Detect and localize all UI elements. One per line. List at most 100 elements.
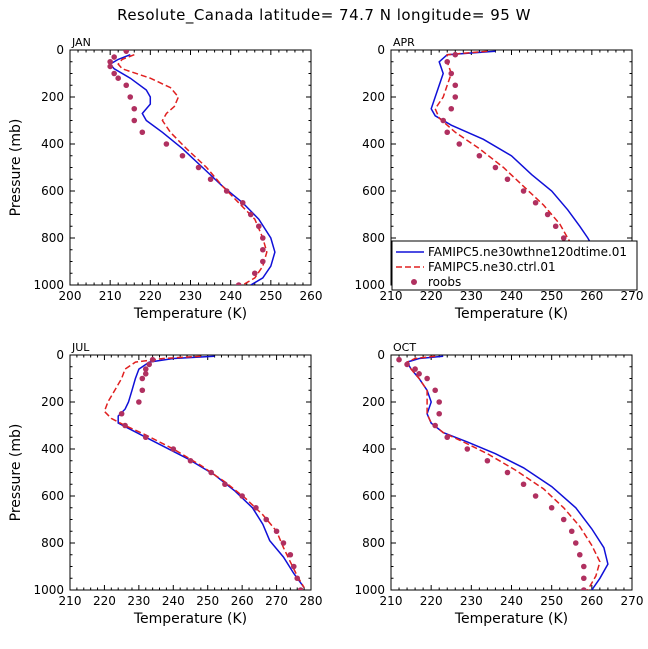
obs-point bbox=[118, 410, 125, 417]
obs-point bbox=[504, 176, 511, 183]
x-tick-label: 220 bbox=[420, 594, 443, 608]
plot-area bbox=[103, 355, 305, 590]
x-tick-label: 220 bbox=[139, 289, 162, 303]
x-tick-label: 240 bbox=[500, 594, 523, 608]
obs-point bbox=[146, 361, 152, 368]
obs-point bbox=[576, 551, 583, 558]
obs-point bbox=[532, 493, 539, 499]
obs-point bbox=[280, 540, 287, 546]
obs-point bbox=[532, 199, 539, 206]
y-axis-title: Pressure (mb) bbox=[8, 119, 24, 217]
obs-point bbox=[123, 50, 130, 54]
x-tick-label: 240 bbox=[500, 289, 523, 303]
series-line-exp bbox=[109, 54, 276, 285]
x-axis-title: Temperature (K) bbox=[133, 306, 247, 322]
obs-point bbox=[560, 235, 567, 241]
obs-point bbox=[142, 434, 149, 441]
obs-point bbox=[294, 575, 301, 582]
obs-point bbox=[131, 105, 138, 112]
obs-point bbox=[139, 387, 146, 394]
x-tick-label: 210 bbox=[99, 289, 122, 303]
obs-point bbox=[476, 152, 483, 159]
obs-point bbox=[552, 223, 559, 230]
obs-point bbox=[456, 141, 463, 147]
legend-label: roobs bbox=[428, 275, 461, 289]
y-tick-label: 400 bbox=[41, 442, 64, 456]
obs-point bbox=[260, 258, 266, 265]
obs-point bbox=[251, 270, 258, 277]
obs-point bbox=[187, 457, 194, 464]
obs-point bbox=[223, 188, 230, 194]
y-tick-label: 0 bbox=[377, 43, 385, 57]
obs-point bbox=[287, 551, 294, 558]
x-tick-label: 260 bbox=[580, 594, 603, 608]
y-tick-label: 0 bbox=[56, 43, 64, 57]
series-line-exp bbox=[117, 355, 305, 589]
obs-point bbox=[263, 516, 270, 523]
obs-point bbox=[260, 235, 266, 241]
x-tick-label: 250 bbox=[196, 594, 219, 608]
obs-point bbox=[544, 211, 551, 218]
x-tick-label: 270 bbox=[621, 594, 644, 608]
obs-point bbox=[136, 399, 142, 405]
plot-area bbox=[396, 355, 609, 590]
x-tick-label: 260 bbox=[580, 289, 603, 303]
obs-point bbox=[139, 375, 146, 382]
y-tick-label: 1000 bbox=[354, 583, 385, 597]
obs-point bbox=[448, 70, 455, 77]
obs-point bbox=[255, 223, 262, 230]
panel-jan: 200 210 220 230 240 250 260 0 200 400 600 800 1000 JA… bbox=[8, 36, 322, 322]
y-tick-label: 200 bbox=[41, 90, 64, 104]
obs-point bbox=[195, 164, 202, 171]
obs-point bbox=[115, 75, 121, 81]
obs-point bbox=[123, 82, 130, 89]
x-tick-label: 210 bbox=[59, 594, 82, 608]
obs-point bbox=[572, 540, 579, 546]
y-tick-label: 800 bbox=[362, 231, 385, 245]
y-tick-label: 600 bbox=[41, 489, 64, 503]
x-axis-title: Temperature (K) bbox=[454, 611, 568, 627]
month-label: JUL bbox=[71, 341, 90, 354]
obs-point bbox=[131, 117, 138, 124]
x-axis-title: Temperature (K) bbox=[133, 611, 247, 627]
obs-point bbox=[142, 371, 149, 377]
obs-point bbox=[452, 51, 459, 58]
obs-point bbox=[235, 282, 242, 285]
x-tick-label: 270 bbox=[621, 289, 644, 303]
x-tick-label: 230 bbox=[179, 289, 202, 303]
obs-point bbox=[416, 371, 422, 377]
y-tick-label: 0 bbox=[377, 348, 385, 362]
obs-point bbox=[436, 410, 443, 417]
month-label: JAN bbox=[71, 36, 91, 49]
obs-point bbox=[440, 117, 447, 124]
obs-point bbox=[452, 94, 459, 100]
legend-label: FAMIPC5.ne30.ctrl.01 bbox=[428, 260, 556, 274]
x-tick-label: 250 bbox=[259, 289, 282, 303]
x-tick-label: 270 bbox=[265, 594, 288, 608]
x-tick-label: 240 bbox=[219, 289, 242, 303]
month-label: OCT bbox=[393, 341, 416, 354]
y-tick-label: 800 bbox=[41, 231, 64, 245]
legend-box bbox=[391, 240, 638, 291]
x-tick-label: 200 bbox=[59, 289, 82, 303]
obs-point bbox=[247, 211, 254, 218]
obs-point bbox=[208, 469, 214, 476]
obs-point bbox=[122, 422, 128, 429]
obs-point bbox=[290, 563, 297, 570]
obs-point bbox=[239, 493, 245, 499]
x-tick-label: 230 bbox=[460, 289, 483, 303]
obs-point bbox=[260, 246, 266, 253]
y-tick-label: 600 bbox=[41, 184, 64, 198]
x-tick-label: 210 bbox=[380, 289, 403, 303]
obs-point bbox=[581, 587, 587, 590]
obs-point bbox=[412, 366, 418, 372]
panel-oct: 210 220 230 240 250 260 270 0 200 400 600 800 1000 OC… bbox=[354, 341, 643, 627]
obs-point bbox=[207, 176, 214, 183]
x-tick-label: 220 bbox=[93, 594, 116, 608]
obs-point bbox=[170, 446, 177, 452]
plot-area bbox=[107, 50, 276, 285]
obs-point bbox=[444, 58, 451, 65]
legend-label: FAMIPC5.ne30wthne120dtime.01 bbox=[428, 245, 627, 259]
obs-point bbox=[107, 63, 113, 70]
